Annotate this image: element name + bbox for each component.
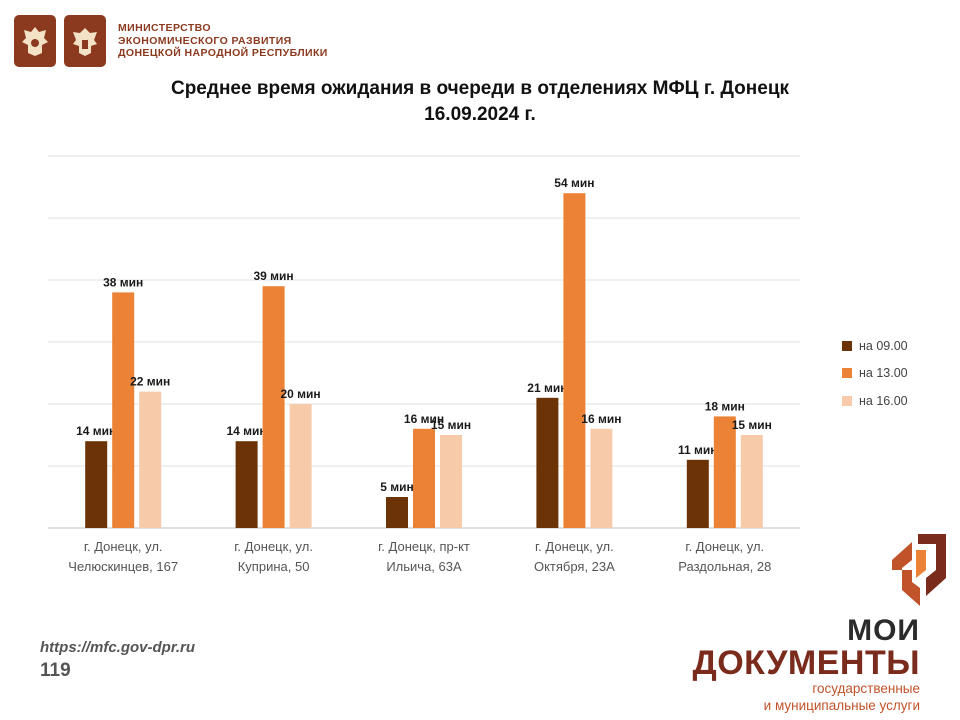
brand-line: ДОКУМЕНТЫ [692, 644, 920, 682]
data-label: 16 мин [404, 412, 444, 426]
bar [413, 428, 435, 528]
ministry-line: ДОНЕЦКОЙ НАРОДНОЙ РЕСПУБЛИКИ [118, 47, 328, 60]
brand-block: МОИ ДОКУМЕНТЫ государственные и муниципа… [692, 616, 920, 714]
category-label: г. Донецк, ул. [234, 539, 313, 554]
category-label: Раздольная, 28 [678, 559, 771, 574]
bar [262, 286, 285, 528]
data-label: 54 мин [554, 176, 594, 190]
category-label: Ильича, 63А [386, 559, 462, 574]
bar [536, 397, 559, 528]
legend-item: на 09.00 [842, 332, 908, 360]
category-label: г. Донецк, пр-кт [378, 539, 470, 554]
category-label: г. Донецк, ул. [84, 539, 163, 554]
bar [112, 292, 135, 528]
category-label: Челюскинцев, 167 [68, 559, 178, 574]
category-label: Куприна, 50 [238, 559, 310, 574]
bar [686, 459, 709, 528]
data-label: 15 мин [431, 418, 471, 432]
brand-subline: государственные [812, 681, 920, 696]
bar [740, 435, 763, 528]
dpr-emblem-icon [64, 15, 106, 67]
chart-title-line: Среднее время ожидания в очереди в отдел… [170, 78, 790, 99]
chart-legend: на 09.00 на 13.00 на 16.00 [842, 332, 908, 415]
data-label: 18 мин [705, 399, 745, 413]
data-label: 39 мин [254, 269, 294, 283]
data-label: 5 мин [380, 480, 414, 494]
category-label: г. Донецк, ул. [685, 539, 764, 554]
category-label: Октября, 23А [534, 559, 615, 574]
bar [713, 416, 736, 528]
data-label: 14 мин [227, 424, 267, 438]
russia-emblem-icon [14, 15, 56, 67]
bar [85, 441, 108, 528]
bar [139, 391, 162, 528]
data-label: 15 мин [732, 418, 772, 432]
ministry-line: МИНИСТЕРСТВО [118, 22, 211, 35]
bar [440, 435, 462, 528]
brand-subline: и муниципальные услуги [763, 698, 920, 713]
legend-label: на 13.00 [859, 366, 908, 381]
brand-line: МОИ [847, 614, 920, 647]
bar [235, 441, 258, 528]
legend-swatch [842, 340, 852, 351]
legend-item: на 16.00 [842, 387, 908, 415]
ministry-line: ЭКОНОМИЧЕСКОГО РАЗВИТИЯ [118, 34, 292, 47]
bar [386, 497, 408, 528]
header: МИНИСТЕРСТВО ЭКОНОМИЧЕСКОГО РАЗВИТИЯ ДОН… [14, 14, 328, 68]
chart-title-line: 16.09.2024 г. [424, 104, 536, 125]
category-label: г. Донецк, ул. [535, 539, 614, 554]
page-number: 119 [40, 660, 71, 681]
data-label: 38 мин [103, 275, 143, 289]
data-label: 11 мин [678, 443, 718, 457]
data-label: 20 мин [281, 387, 321, 401]
website-url[interactable]: https://mfc.gov-dpr.ru [40, 639, 195, 656]
data-label: 14 мин [76, 424, 116, 438]
bar [289, 404, 312, 528]
bar [563, 193, 586, 528]
legend-label: на 09.00 [859, 338, 908, 353]
legend-swatch [842, 395, 852, 406]
moi-dokumenty-logo-icon [892, 534, 946, 606]
ministry-name: МИНИСТЕРСТВО ЭКОНОМИЧЕСКОГО РАЗВИТИЯ ДОН… [118, 22, 328, 60]
legend-label: на 16.00 [859, 393, 908, 408]
data-label: 16 мин [581, 412, 621, 426]
legend-item: на 13.00 [842, 360, 908, 388]
bar [590, 428, 613, 528]
chart-title: Среднее время ожидания в очереди в отдел… [80, 76, 880, 128]
data-label: 21 мин [527, 381, 567, 395]
legend-swatch [842, 368, 852, 379]
data-label: 22 мин [130, 375, 170, 389]
